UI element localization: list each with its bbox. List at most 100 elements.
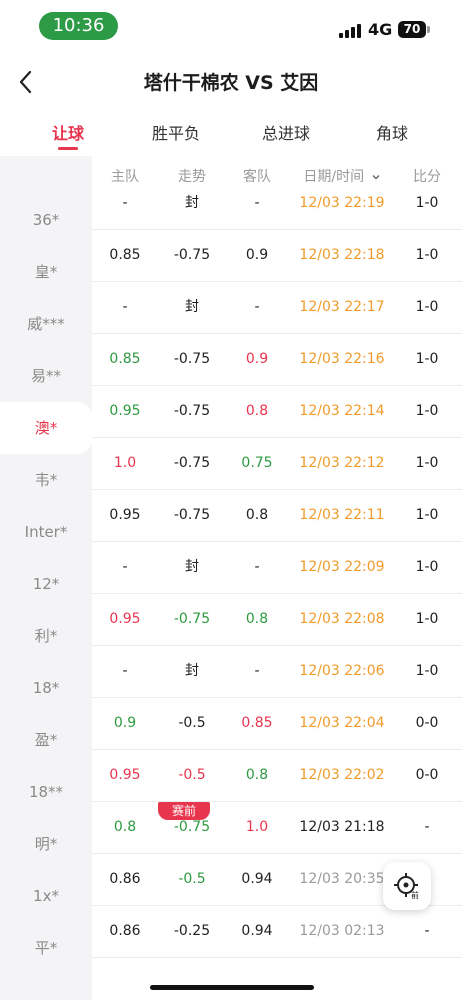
cell-handicap: -0.75 xyxy=(162,230,222,282)
cell-home-odds: 0.95 xyxy=(100,750,150,802)
table-row: 0.95-0.50.812/03 22:020-0 xyxy=(92,750,462,802)
cell-handicap: -0.75 xyxy=(162,594,222,646)
cell-score: 1-0 xyxy=(404,282,450,334)
cell-datetime: 12/03 22:09 xyxy=(292,542,392,594)
table-row: 0.86-0.250.9412/03 02:13- xyxy=(92,906,462,958)
cell-away-odds: 0.9 xyxy=(232,230,282,282)
match-title: 塔什干棉农 VS 艾因 xyxy=(144,68,319,95)
cell-handicap: 封 xyxy=(162,282,222,334)
sidebar-item[interactable]: 1x* xyxy=(0,870,92,922)
cell-handicap: 封 xyxy=(162,178,222,230)
cell-score: 1-0 xyxy=(404,490,450,542)
sidebar-item[interactable]: 12* xyxy=(0,558,92,610)
cell-score: - xyxy=(404,802,450,854)
tab-win-draw-lose[interactable]: 胜平负 xyxy=(136,120,216,144)
tab-handicap[interactable]: 让球 xyxy=(28,120,108,144)
cell-away-odds: - xyxy=(232,646,282,698)
cell-home-odds: 0.95 xyxy=(100,490,150,542)
cell-handicap: -0.5 xyxy=(162,698,222,750)
sidebar-item[interactable]: 18** xyxy=(0,766,92,818)
locate-button[interactable]: 前 xyxy=(383,862,431,910)
cell-datetime: 12/03 22:16 xyxy=(292,334,392,386)
sidebar-item[interactable]: 韦* xyxy=(0,454,92,506)
locate-icon xyxy=(383,862,431,910)
table-row: 1.0-0.750.7512/03 22:121-0 xyxy=(92,438,462,490)
cell-datetime: 12/03 20:35 xyxy=(292,854,392,906)
cell-home-odds: 0.85 xyxy=(100,334,150,386)
tab-corners[interactable]: 角球 xyxy=(352,120,432,144)
cell-handicap: -0.75 xyxy=(162,438,222,490)
cell-home-odds: 0.95 xyxy=(100,594,150,646)
cell-home-odds: 1.0 xyxy=(100,438,150,490)
table-row: 0.85-0.750.912/03 22:161-0 xyxy=(92,334,462,386)
cell-datetime: 12/03 21:18 xyxy=(292,802,392,854)
sidebar-item[interactable]: 盈* xyxy=(0,714,92,766)
battery-icon: 70 xyxy=(398,21,426,38)
sidebar-item-active[interactable]: 澳* xyxy=(0,402,92,454)
cell-datetime: 12/03 22:04 xyxy=(292,698,392,750)
cell-datetime: 12/03 22:19 xyxy=(292,178,392,230)
cell-datetime: 12/03 22:06 xyxy=(292,646,392,698)
tab-total-goals[interactable]: 总进球 xyxy=(246,120,326,144)
cell-score: 1-0 xyxy=(404,542,450,594)
cell-datetime: 12/03 22:18 xyxy=(292,230,392,282)
cell-handicap: 封 xyxy=(162,542,222,594)
cell-home-odds: - xyxy=(100,542,150,594)
cell-handicap: -0.25 xyxy=(162,906,222,958)
cell-away-odds: - xyxy=(232,178,282,230)
cell-home-odds: - xyxy=(100,646,150,698)
cell-home-odds: 0.85 xyxy=(100,230,150,282)
table-row: -封-12/03 22:061-0 xyxy=(92,646,462,698)
cell-home-odds: - xyxy=(100,282,150,334)
cell-home-odds: 0.86 xyxy=(100,906,150,958)
table-row: 0.95-0.750.812/03 22:08 1-0 xyxy=(92,594,462,646)
cell-handicap: -0.75 xyxy=(162,386,222,438)
cell-away-odds: 0.75 xyxy=(232,438,282,490)
pre-match-badge: 赛前 xyxy=(158,802,210,820)
cell-score: - xyxy=(404,906,450,958)
cell-datetime: 12/03 22:11 xyxy=(292,490,392,542)
cell-datetime: 12/03 22:08 xyxy=(292,594,392,646)
tab-active-indicator xyxy=(58,147,78,150)
sidebar-item[interactable]: 平* xyxy=(0,922,92,974)
network-type: 4G xyxy=(368,20,392,39)
sidebar-item[interactable]: Inter* xyxy=(0,506,92,558)
cell-away-odds: - xyxy=(232,282,282,334)
cell-away-odds: 0.9 xyxy=(232,334,282,386)
status-bar: 10:36 4G 70 xyxy=(0,0,462,52)
table-row: 0.8-0.751.012/03 21:18- xyxy=(92,802,462,854)
sidebar-item[interactable]: 18* xyxy=(0,662,92,714)
cell-score: 1-0 xyxy=(404,386,450,438)
battery-tip xyxy=(427,26,430,33)
cell-score: 1-0 xyxy=(404,594,450,646)
page-title: 塔什干棉农 VS 艾因 xyxy=(0,68,462,95)
cell-datetime: 12/03 02:13 xyxy=(292,906,392,958)
cell-away-odds: 0.8 xyxy=(232,594,282,646)
locate-label: 前 xyxy=(411,890,419,901)
cell-handicap: -0.5 xyxy=(162,854,222,906)
table-row: 0.85-0.750.912/03 22:18 1-0 xyxy=(92,230,462,282)
table-row: 0.95-0.750.812/03 22:111-0 xyxy=(92,490,462,542)
table-row: -封-12/03 22:191-0 xyxy=(92,178,462,230)
cell-datetime: 12/03 22:17 xyxy=(292,282,392,334)
cell-away-odds: 0.8 xyxy=(232,386,282,438)
sidebar-item[interactable]: 皇* xyxy=(0,246,92,298)
cell-score: 1-0 xyxy=(404,230,450,282)
header: 塔什干棉农 VS 艾因 xyxy=(0,56,462,106)
cell-away-odds: 0.94 xyxy=(232,906,282,958)
sidebar-item[interactable]: 威*** xyxy=(0,298,92,350)
cell-datetime: 12/03 22:02 xyxy=(292,750,392,802)
tab-bar: 让球 胜平负 总进球 角球 xyxy=(0,112,462,156)
cell-handicap: 封 xyxy=(162,646,222,698)
sidebar-item[interactable]: 明* xyxy=(0,818,92,870)
cell-handicap: -0.75 xyxy=(162,490,222,542)
sidebar-item[interactable]: 易** xyxy=(0,350,92,402)
cell-away-odds: 0.94 xyxy=(232,854,282,906)
bookmaker-sidebar: 36* 皇* 威*** 易** 澳* 韦* Inter* 12* 利* 18* … xyxy=(0,156,92,1000)
cell-away-odds: - xyxy=(232,542,282,594)
cell-score: 1-0 xyxy=(404,334,450,386)
sidebar-item[interactable]: 利* xyxy=(0,610,92,662)
cell-home-odds: 0.9 xyxy=(100,698,150,750)
sidebar-item[interactable]: 36* xyxy=(0,194,92,246)
cell-away-odds: 0.8 xyxy=(232,750,282,802)
